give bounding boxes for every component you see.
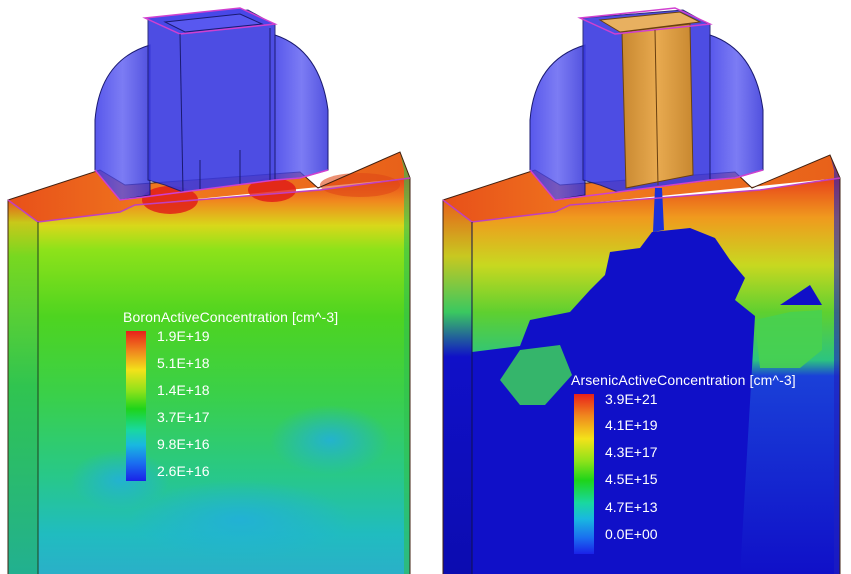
- arsenic-legend-tick: 0.0E+00: [605, 526, 658, 542]
- arsenic-substrate-side-face: [443, 200, 472, 574]
- arsenic-legend-tick: 4.5E+15: [605, 471, 658, 487]
- arsenic-gate-base-line: [529, 169, 764, 201]
- boron-device-panel: [7, 7, 411, 574]
- boron-colorbar: [126, 331, 146, 481]
- arsenic-legend-tick: 4.1E+19: [605, 417, 658, 433]
- boron-legend-title: BoronActiveConcentration [cm^-3]: [123, 309, 339, 325]
- boron-gate-base-line: [94, 169, 329, 201]
- boron-substrate-right-edge: [400, 152, 410, 574]
- boron-legend-tick: 9.8E+16: [157, 436, 210, 452]
- arsenic-spacer-left: [529, 44, 586, 201]
- arsenic-pocket: [780, 285, 822, 305]
- arsenic-gate-stack: [529, 7, 764, 201]
- arsenic-pocket: [755, 310, 822, 368]
- boron-substrate-side-face: [8, 200, 38, 574]
- arsenic-pocket: [500, 345, 572, 405]
- arsenic-poly-gate-top: [598, 11, 702, 33]
- boron-spacer-left: [94, 44, 151, 201]
- boron-blob: [248, 178, 296, 202]
- boron-legend-tick: 1.4E+18: [157, 382, 210, 398]
- boron-legend-tick: 3.7E+17: [157, 409, 210, 425]
- boron-blob: [130, 480, 350, 560]
- arsenic-substrate-right-edge: [830, 155, 840, 574]
- arsenic-legend-tick: 3.9E+21: [605, 391, 658, 407]
- arsenic-spacer-right: [709, 34, 764, 181]
- boron-gate-body: [147, 9, 276, 193]
- boron-colorbar-legend: BoronActiveConcentration [cm^-3] 1.9E+19…: [123, 309, 383, 481]
- boron-spacer-right: [274, 34, 329, 181]
- arsenic-device-panel: [442, 7, 841, 574]
- arsenic-edge-line: [442, 177, 841, 223]
- arsenic-gate-edge: [654, 29, 659, 186]
- boron-legend-tick: 5.1E+18: [157, 355, 210, 371]
- boron-gate-edge: [179, 33, 184, 193]
- boron-edge-line: [7, 177, 411, 223]
- arsenic-legend-tick: 4.3E+17: [605, 444, 658, 460]
- boron-blob: [142, 186, 198, 214]
- arsenic-channel-slit: [653, 188, 664, 232]
- boron-legend-tick: 1.9E+19: [157, 328, 210, 344]
- arsenic-legend-tick: 4.7E+13: [605, 499, 658, 515]
- arsenic-colorbar: [574, 394, 594, 554]
- boron-blob: [270, 405, 390, 475]
- arsenic-channel-region: [472, 228, 755, 574]
- arsenic-gate-top: [577, 7, 713, 35]
- arsenic-legend-title: ArsenicActiveConcentration [cm^-3]: [571, 372, 796, 388]
- boron-legend-tick: 2.6E+16: [157, 463, 210, 479]
- arsenic-poly-gate: [621, 23, 694, 189]
- boron-gate-stack: [94, 7, 329, 201]
- boron-gate-inner-top: [163, 13, 264, 33]
- arsenic-colorbar-legend: ArsenicActiveConcentration [cm^-3] 3.9E+…: [571, 372, 841, 554]
